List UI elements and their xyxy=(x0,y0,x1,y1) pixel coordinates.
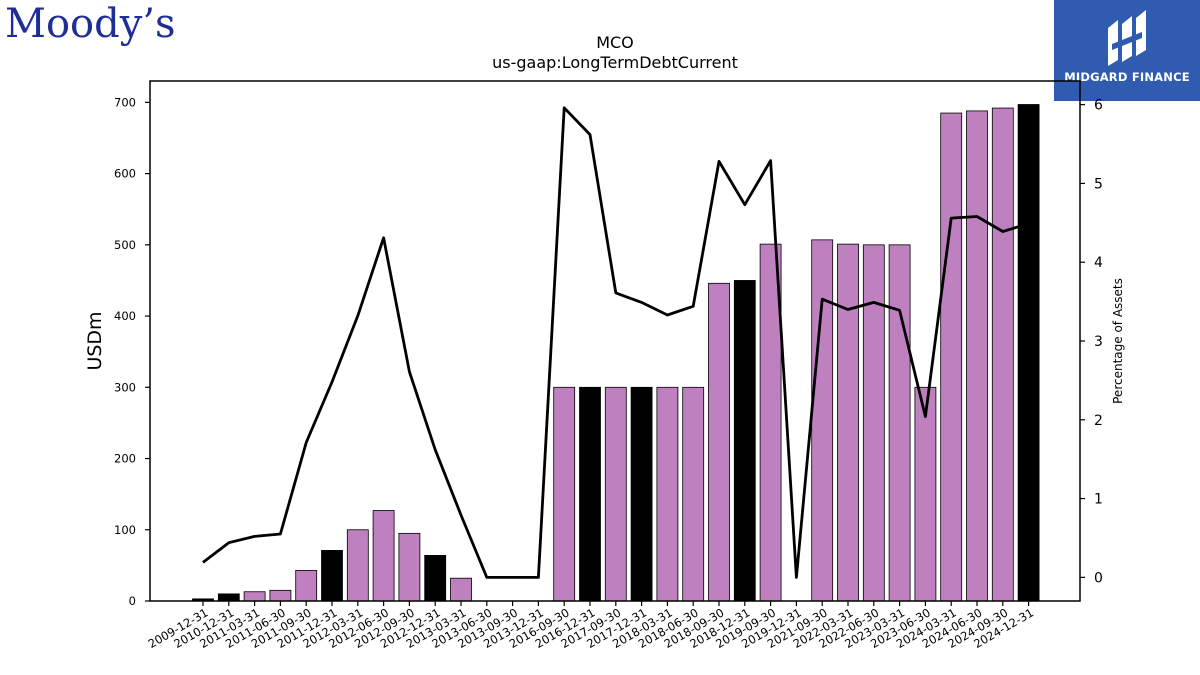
bar xyxy=(321,550,343,602)
bar xyxy=(243,591,266,602)
y2-tick-label: 0 xyxy=(1094,570,1103,586)
y-tick-label: 100 xyxy=(114,523,136,537)
bar xyxy=(966,110,988,602)
chart-subtitle: us-gaap:LongTermDebtCurrent xyxy=(492,53,738,72)
bar xyxy=(991,107,1014,602)
bar xyxy=(372,510,395,602)
y2-tick-label: 2 xyxy=(1094,413,1103,429)
bar xyxy=(450,577,472,602)
y-tick-label: 200 xyxy=(114,452,136,466)
bar xyxy=(553,386,576,602)
y2-tick-label: 4 xyxy=(1094,255,1103,271)
moodys-logo: Moody’s xyxy=(5,1,176,47)
y-axis-label: USDm xyxy=(84,311,106,370)
line-series xyxy=(202,106,1030,579)
y-tick-label: 500 xyxy=(114,238,136,252)
y-tick-label: 400 xyxy=(114,309,136,323)
bar xyxy=(295,569,318,602)
bar-series xyxy=(192,104,1040,602)
y2-tick-label: 5 xyxy=(1094,176,1103,192)
bar xyxy=(1017,104,1040,602)
bar xyxy=(811,239,834,602)
y2-axis-label: Percentage of Assets xyxy=(1111,278,1125,404)
bar xyxy=(837,243,859,602)
midgard-finance-logo: MIDGARD FINANCE xyxy=(1054,0,1200,101)
bar xyxy=(888,244,911,602)
bar xyxy=(733,280,756,602)
bar xyxy=(579,386,601,602)
bar xyxy=(346,529,369,602)
y-tick-label: 600 xyxy=(114,167,136,181)
bar xyxy=(217,593,240,602)
y-tick-label: 300 xyxy=(114,380,136,394)
bar xyxy=(862,244,885,602)
bar xyxy=(914,386,937,602)
y2-tick-label: 3 xyxy=(1094,334,1103,350)
percentage-line xyxy=(202,106,1030,579)
bar xyxy=(398,532,421,602)
chart-title: MCO xyxy=(596,33,634,52)
bar xyxy=(630,386,653,602)
bar xyxy=(682,386,705,602)
midgard-logo-text: MIDGARD FINANCE xyxy=(1064,70,1190,84)
bar xyxy=(940,112,963,602)
midgard-mark-icon xyxy=(1108,10,1146,66)
bar xyxy=(656,386,679,602)
bar xyxy=(269,589,292,602)
bar xyxy=(424,555,447,602)
bar xyxy=(708,282,730,602)
y2-tick-label: 1 xyxy=(1094,492,1103,508)
y-tick-label: 700 xyxy=(114,95,136,109)
bar xyxy=(604,386,627,602)
y2-tick-label: 6 xyxy=(1094,98,1103,114)
y-tick-label: 0 xyxy=(129,594,136,608)
